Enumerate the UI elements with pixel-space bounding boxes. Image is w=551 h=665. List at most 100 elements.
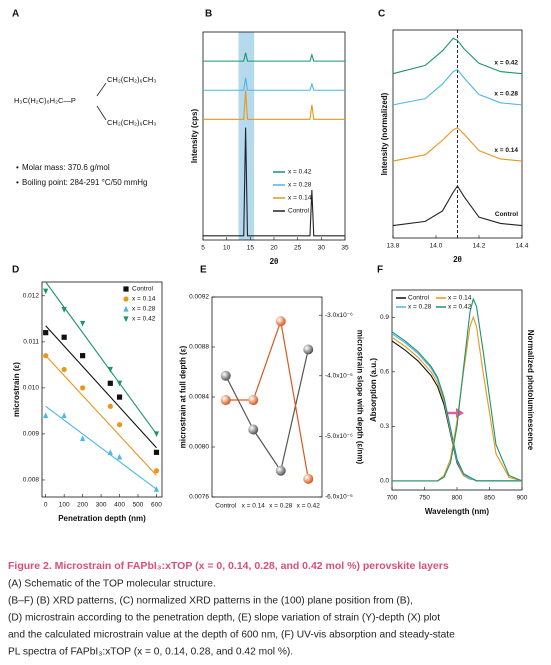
x-tick-label: 800 — [452, 495, 463, 502]
y2-tick-label: -3.0x10⁻⁶ — [325, 312, 353, 319]
x-tick-label: x = 0.14 — [242, 503, 266, 510]
y-tick-label: 0.012 — [23, 293, 40, 300]
highlight-band — [238, 32, 255, 240]
data-point — [116, 380, 123, 387]
data-point — [116, 394, 123, 400]
data-point — [43, 288, 49, 295]
data-point — [153, 468, 160, 474]
series-label: x = 0.28 — [494, 91, 518, 98]
data-point — [275, 316, 286, 327]
caption-line: (B–F) (B) XRD patterns, (C) normalized X… — [8, 596, 413, 607]
data-point — [107, 366, 113, 373]
y-tick-label: 0.010 — [23, 385, 40, 392]
data-point — [80, 320, 86, 327]
x-tick-label: 700 — [387, 495, 398, 502]
data-point — [80, 385, 86, 391]
data-point — [43, 353, 49, 359]
data-point — [61, 366, 67, 373]
legend-label: x = 0.14 — [288, 195, 312, 202]
legend-label: x = 0.42 — [132, 316, 156, 323]
bond — [96, 105, 107, 121]
legend-label: Control — [132, 286, 154, 293]
caption-title: Figure 2. Microstrain of FAPbI₃:xTOP (x … — [8, 560, 449, 572]
series-line — [392, 315, 523, 482]
panel-label: F — [377, 265, 383, 276]
y-tick-label: 0.0088 — [189, 344, 209, 351]
y2-axis-label: microstrain slope with depth (ε/nm) — [356, 330, 365, 465]
data-point — [116, 422, 123, 428]
data-point — [107, 380, 113, 386]
y-axis-label: microstrain (ε) — [12, 362, 21, 417]
bond — [96, 82, 107, 97]
x-tick-label: 0 — [44, 502, 48, 509]
chem-branch: CH₂(CH₂)₆CH₃ — [107, 118, 156, 127]
y-tick-label: 0.0076 — [189, 494, 209, 501]
legend-label: x = 0.14 — [448, 295, 472, 302]
y2-tick-label: -5.0x10⁻⁶ — [325, 433, 353, 440]
y-tick-label: 0.011 — [23, 339, 39, 346]
series-line — [203, 90, 345, 120]
fit-line — [45, 325, 157, 449]
series-line — [391, 331, 522, 482]
data-point — [80, 435, 86, 442]
legend-swatch — [123, 296, 129, 302]
y2-tick-label: -4.0x10⁻⁶ — [325, 373, 353, 380]
chem-branch: CH₂(CH₂)₆CH₃ — [107, 75, 156, 84]
panel-label: A — [12, 9, 19, 20]
legend-swatch — [123, 316, 129, 323]
x-tick-label: 300 — [96, 502, 107, 509]
series-line — [203, 127, 345, 237]
y-axis-label: microstrain at full depth (ε) — [179, 345, 188, 448]
legend-label: x = 0.28 — [132, 306, 156, 313]
series-line — [392, 297, 523, 482]
data-point — [153, 449, 160, 455]
plot-frame — [41, 281, 163, 498]
property: Boiling point: 284-291 °C/50 mmHg — [22, 178, 148, 187]
data-point — [153, 486, 160, 492]
x-axis-label: 2θ — [453, 255, 462, 264]
y-tick-label: 0.0084 — [189, 394, 209, 401]
data-point — [303, 344, 314, 355]
panel-label: E — [200, 265, 207, 276]
panel-label: C — [378, 9, 385, 20]
series-line — [225, 318, 309, 479]
x-tick-label: 20 — [270, 245, 278, 252]
y-tick-label: 0.0 — [380, 478, 389, 485]
series-line — [392, 184, 523, 227]
x-axis-label: Penetration depth (nm) — [58, 514, 146, 523]
x-tick-label: x = 0.42 — [297, 503, 321, 510]
x-tick-label: 100 — [59, 502, 70, 509]
data-point — [303, 473, 314, 484]
series-label: x = 0.14 — [494, 147, 518, 154]
data-point — [61, 307, 67, 313]
data-point — [43, 330, 49, 336]
x-tick-label: 13.8 — [387, 243, 400, 250]
bullet: • — [16, 178, 19, 187]
data-point — [116, 453, 123, 460]
x-tick-label: 600 — [151, 502, 162, 509]
data-point — [107, 449, 113, 455]
caption-line: (D) microstrain according to the penetra… — [8, 613, 440, 624]
y2-axis-label: Normalized photoluminescence — [526, 330, 535, 451]
y-tick-label: 0.009 — [23, 431, 40, 438]
series-line — [225, 349, 309, 473]
data-point — [275, 465, 286, 476]
y-axis-label: Intensity (cps) — [190, 109, 199, 164]
legend-label: x = 0.14 — [132, 296, 156, 303]
data-point — [61, 334, 67, 340]
data-point — [248, 395, 259, 406]
series-line — [203, 77, 345, 91]
x-tick-label: 30 — [318, 245, 326, 252]
y-tick-label: 0.0092 — [189, 294, 209, 301]
series-line — [392, 68, 523, 106]
x-tick-label: 400 — [114, 502, 125, 509]
data-point — [43, 412, 49, 419]
x-tick-label: 850 — [484, 495, 495, 502]
y-tick-label: 0.3 — [380, 423, 389, 430]
chem-main: H₃C(H₂C)₆H₂C—P — [14, 96, 76, 105]
x-tick-label: 500 — [133, 502, 144, 509]
series-line — [392, 37, 523, 75]
y-tick-label: 0.6 — [380, 369, 389, 376]
data-point — [220, 395, 231, 406]
legend-label: x = 0.28 — [408, 304, 432, 311]
